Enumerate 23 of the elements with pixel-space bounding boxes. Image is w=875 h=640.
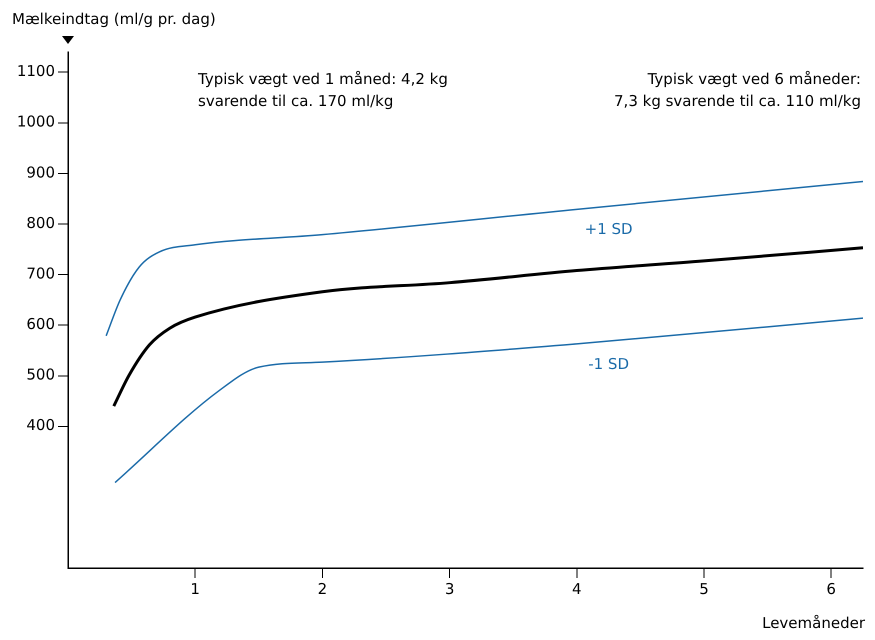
x-tick-label: 5 [699,580,709,598]
x-tick-label: 1 [190,580,200,598]
y-tick-label: 1000 [16,112,55,131]
x-tick-label: 4 [572,580,582,598]
y-tick-label: 900 [26,163,55,182]
y-tick-label: 700 [26,264,55,282]
line-series [112,246,863,408]
y-axis-title: Mælkeindtag (ml/g pr. dag) [12,10,216,28]
y-tick-label: 600 [26,315,55,334]
x-tick-label: 2 [318,580,328,598]
x-tick-label: 6 [826,580,836,598]
series-label: -1 SD [588,354,629,373]
y-tick-label: 400 [26,416,55,434]
series-label: +1 SD [584,220,633,238]
x-tick-label: 3 [444,580,454,598]
annotation: Typisk vægt ved 1 måned: 4,2 kg svarende til ca. 170 ml/kg [197,70,448,110]
line-series [114,317,863,484]
annotation: Typisk vægt ved 6 måneder: 7,3 kg svarende til ca. 110 ml/kg [614,70,861,110]
line-series [105,180,863,337]
y-tick-label: 800 [26,214,55,232]
x-axis-title: Levemåneder [762,614,866,632]
y-tick-label: 1100 [16,62,55,80]
y-tick-label: 500 [26,366,55,384]
